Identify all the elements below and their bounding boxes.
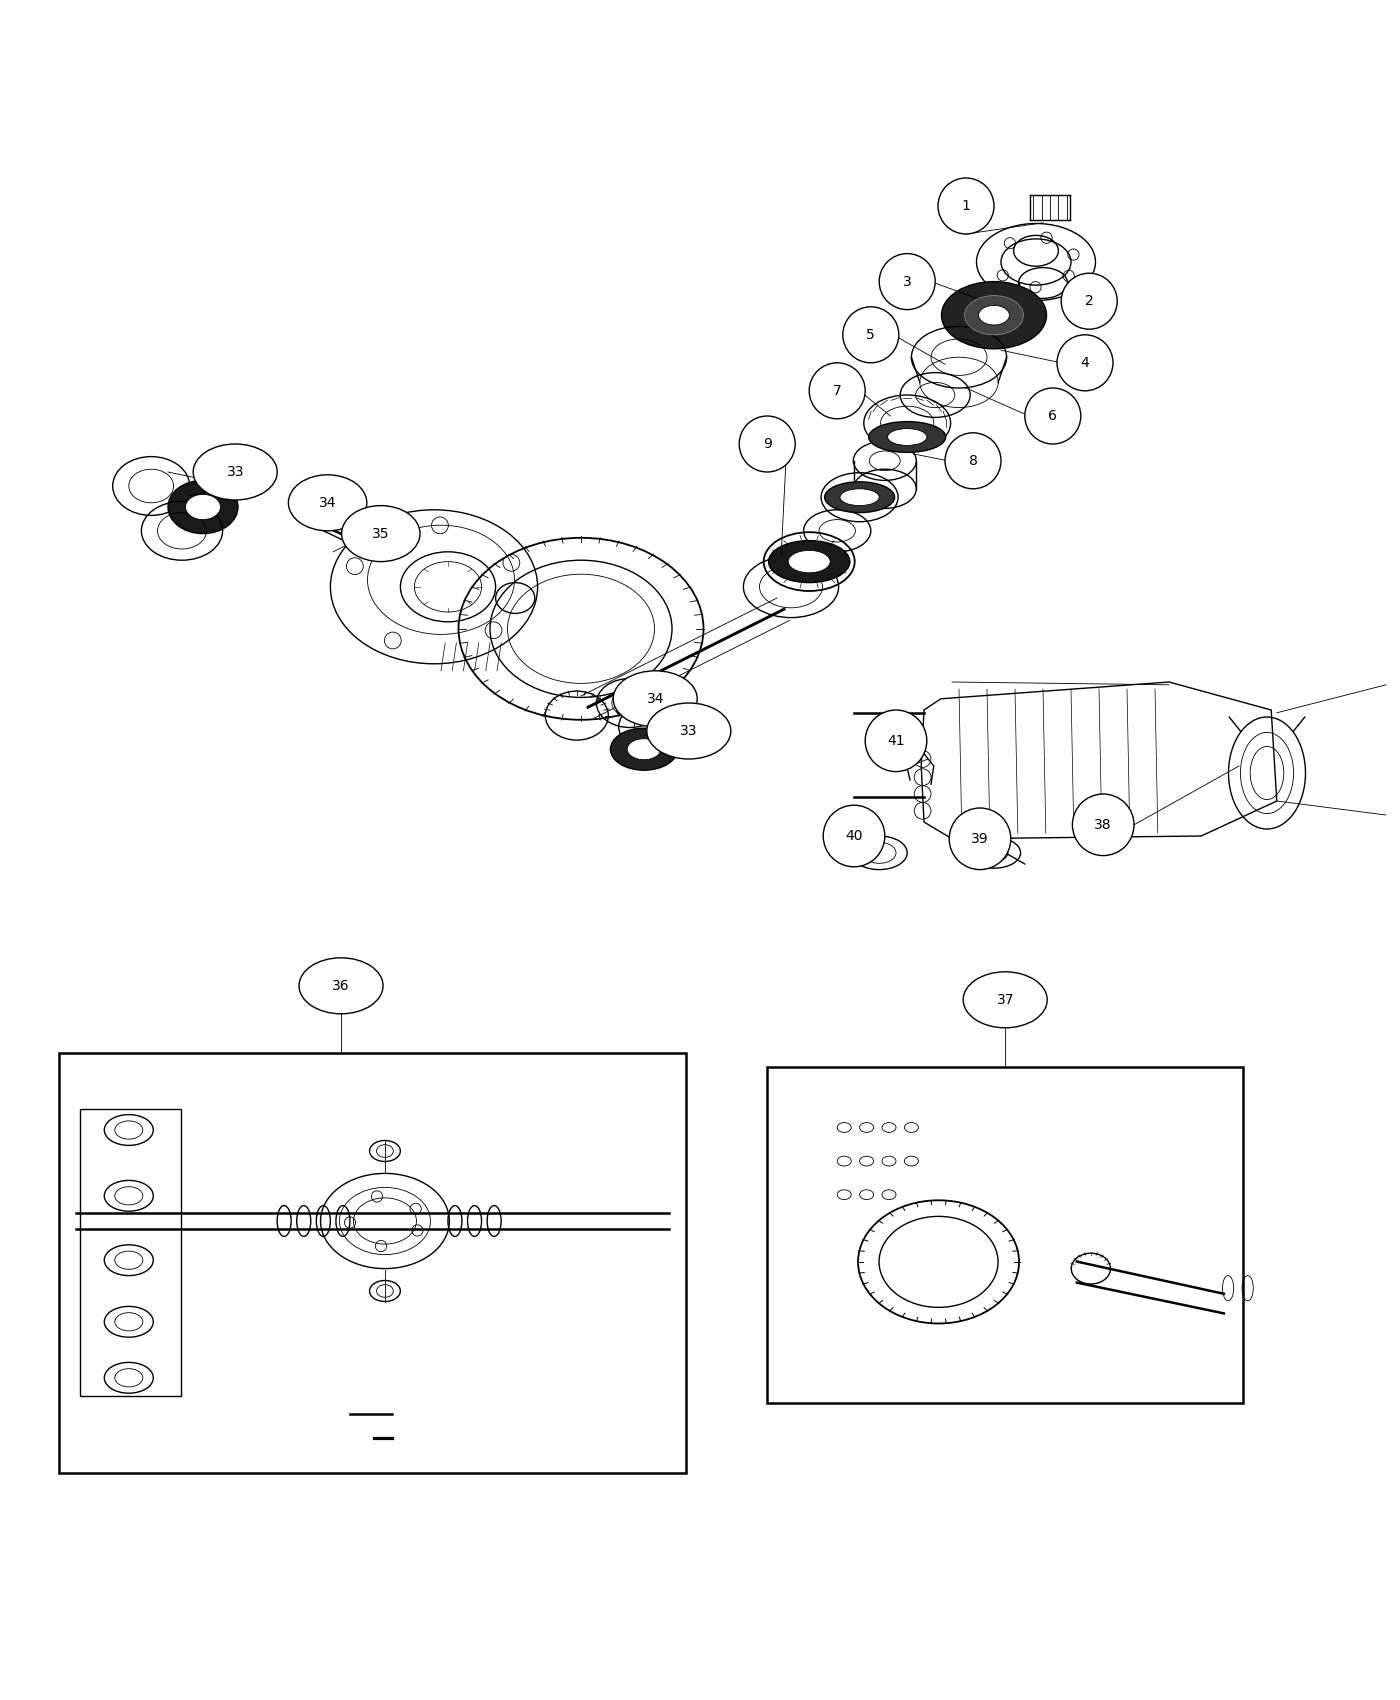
Bar: [59, 1052, 686, 1472]
Circle shape: [949, 808, 1011, 870]
Ellipse shape: [647, 704, 731, 758]
Text: 40: 40: [846, 830, 862, 843]
Text: 3: 3: [903, 275, 911, 289]
Ellipse shape: [627, 740, 661, 760]
Ellipse shape: [193, 444, 277, 500]
Ellipse shape: [941, 282, 1047, 348]
Circle shape: [879, 253, 935, 309]
Circle shape: [1057, 335, 1113, 391]
Ellipse shape: [788, 551, 830, 573]
Ellipse shape: [888, 428, 927, 445]
Text: 34: 34: [319, 496, 336, 510]
Text: 39: 39: [972, 831, 988, 847]
Circle shape: [1025, 388, 1081, 444]
Circle shape: [809, 362, 865, 418]
Ellipse shape: [168, 481, 238, 534]
Text: 1: 1: [962, 199, 970, 212]
Text: 2: 2: [1085, 294, 1093, 308]
Text: 6: 6: [1049, 410, 1057, 423]
Text: 33: 33: [680, 724, 697, 738]
Text: 35: 35: [372, 527, 389, 541]
Text: 5: 5: [867, 328, 875, 342]
Circle shape: [945, 434, 1001, 490]
Text: 7: 7: [833, 384, 841, 398]
Circle shape: [823, 806, 885, 867]
Circle shape: [1072, 794, 1134, 855]
Ellipse shape: [288, 474, 367, 530]
Text: 34: 34: [647, 692, 664, 706]
Bar: [80, 1108, 181, 1396]
Text: 4: 4: [1081, 355, 1089, 371]
Ellipse shape: [185, 495, 221, 520]
Text: 41: 41: [888, 734, 904, 748]
Ellipse shape: [769, 541, 850, 583]
Text: 36: 36: [332, 979, 350, 993]
Ellipse shape: [825, 481, 895, 513]
Ellipse shape: [300, 957, 384, 1013]
Ellipse shape: [840, 490, 879, 505]
Circle shape: [843, 306, 899, 362]
Circle shape: [1061, 274, 1117, 330]
Ellipse shape: [868, 422, 946, 452]
Circle shape: [739, 416, 795, 473]
Text: 38: 38: [1095, 818, 1112, 831]
Text: 9: 9: [763, 437, 771, 451]
Ellipse shape: [610, 728, 678, 770]
Text: 37: 37: [997, 993, 1014, 1006]
Ellipse shape: [963, 972, 1047, 1028]
Text: 33: 33: [227, 466, 244, 479]
Ellipse shape: [342, 505, 420, 561]
Circle shape: [938, 178, 994, 235]
Ellipse shape: [979, 306, 1009, 325]
Ellipse shape: [965, 296, 1023, 335]
Bar: [767, 1068, 1243, 1402]
Circle shape: [865, 711, 927, 772]
Ellipse shape: [613, 672, 697, 728]
Text: 8: 8: [969, 454, 977, 468]
